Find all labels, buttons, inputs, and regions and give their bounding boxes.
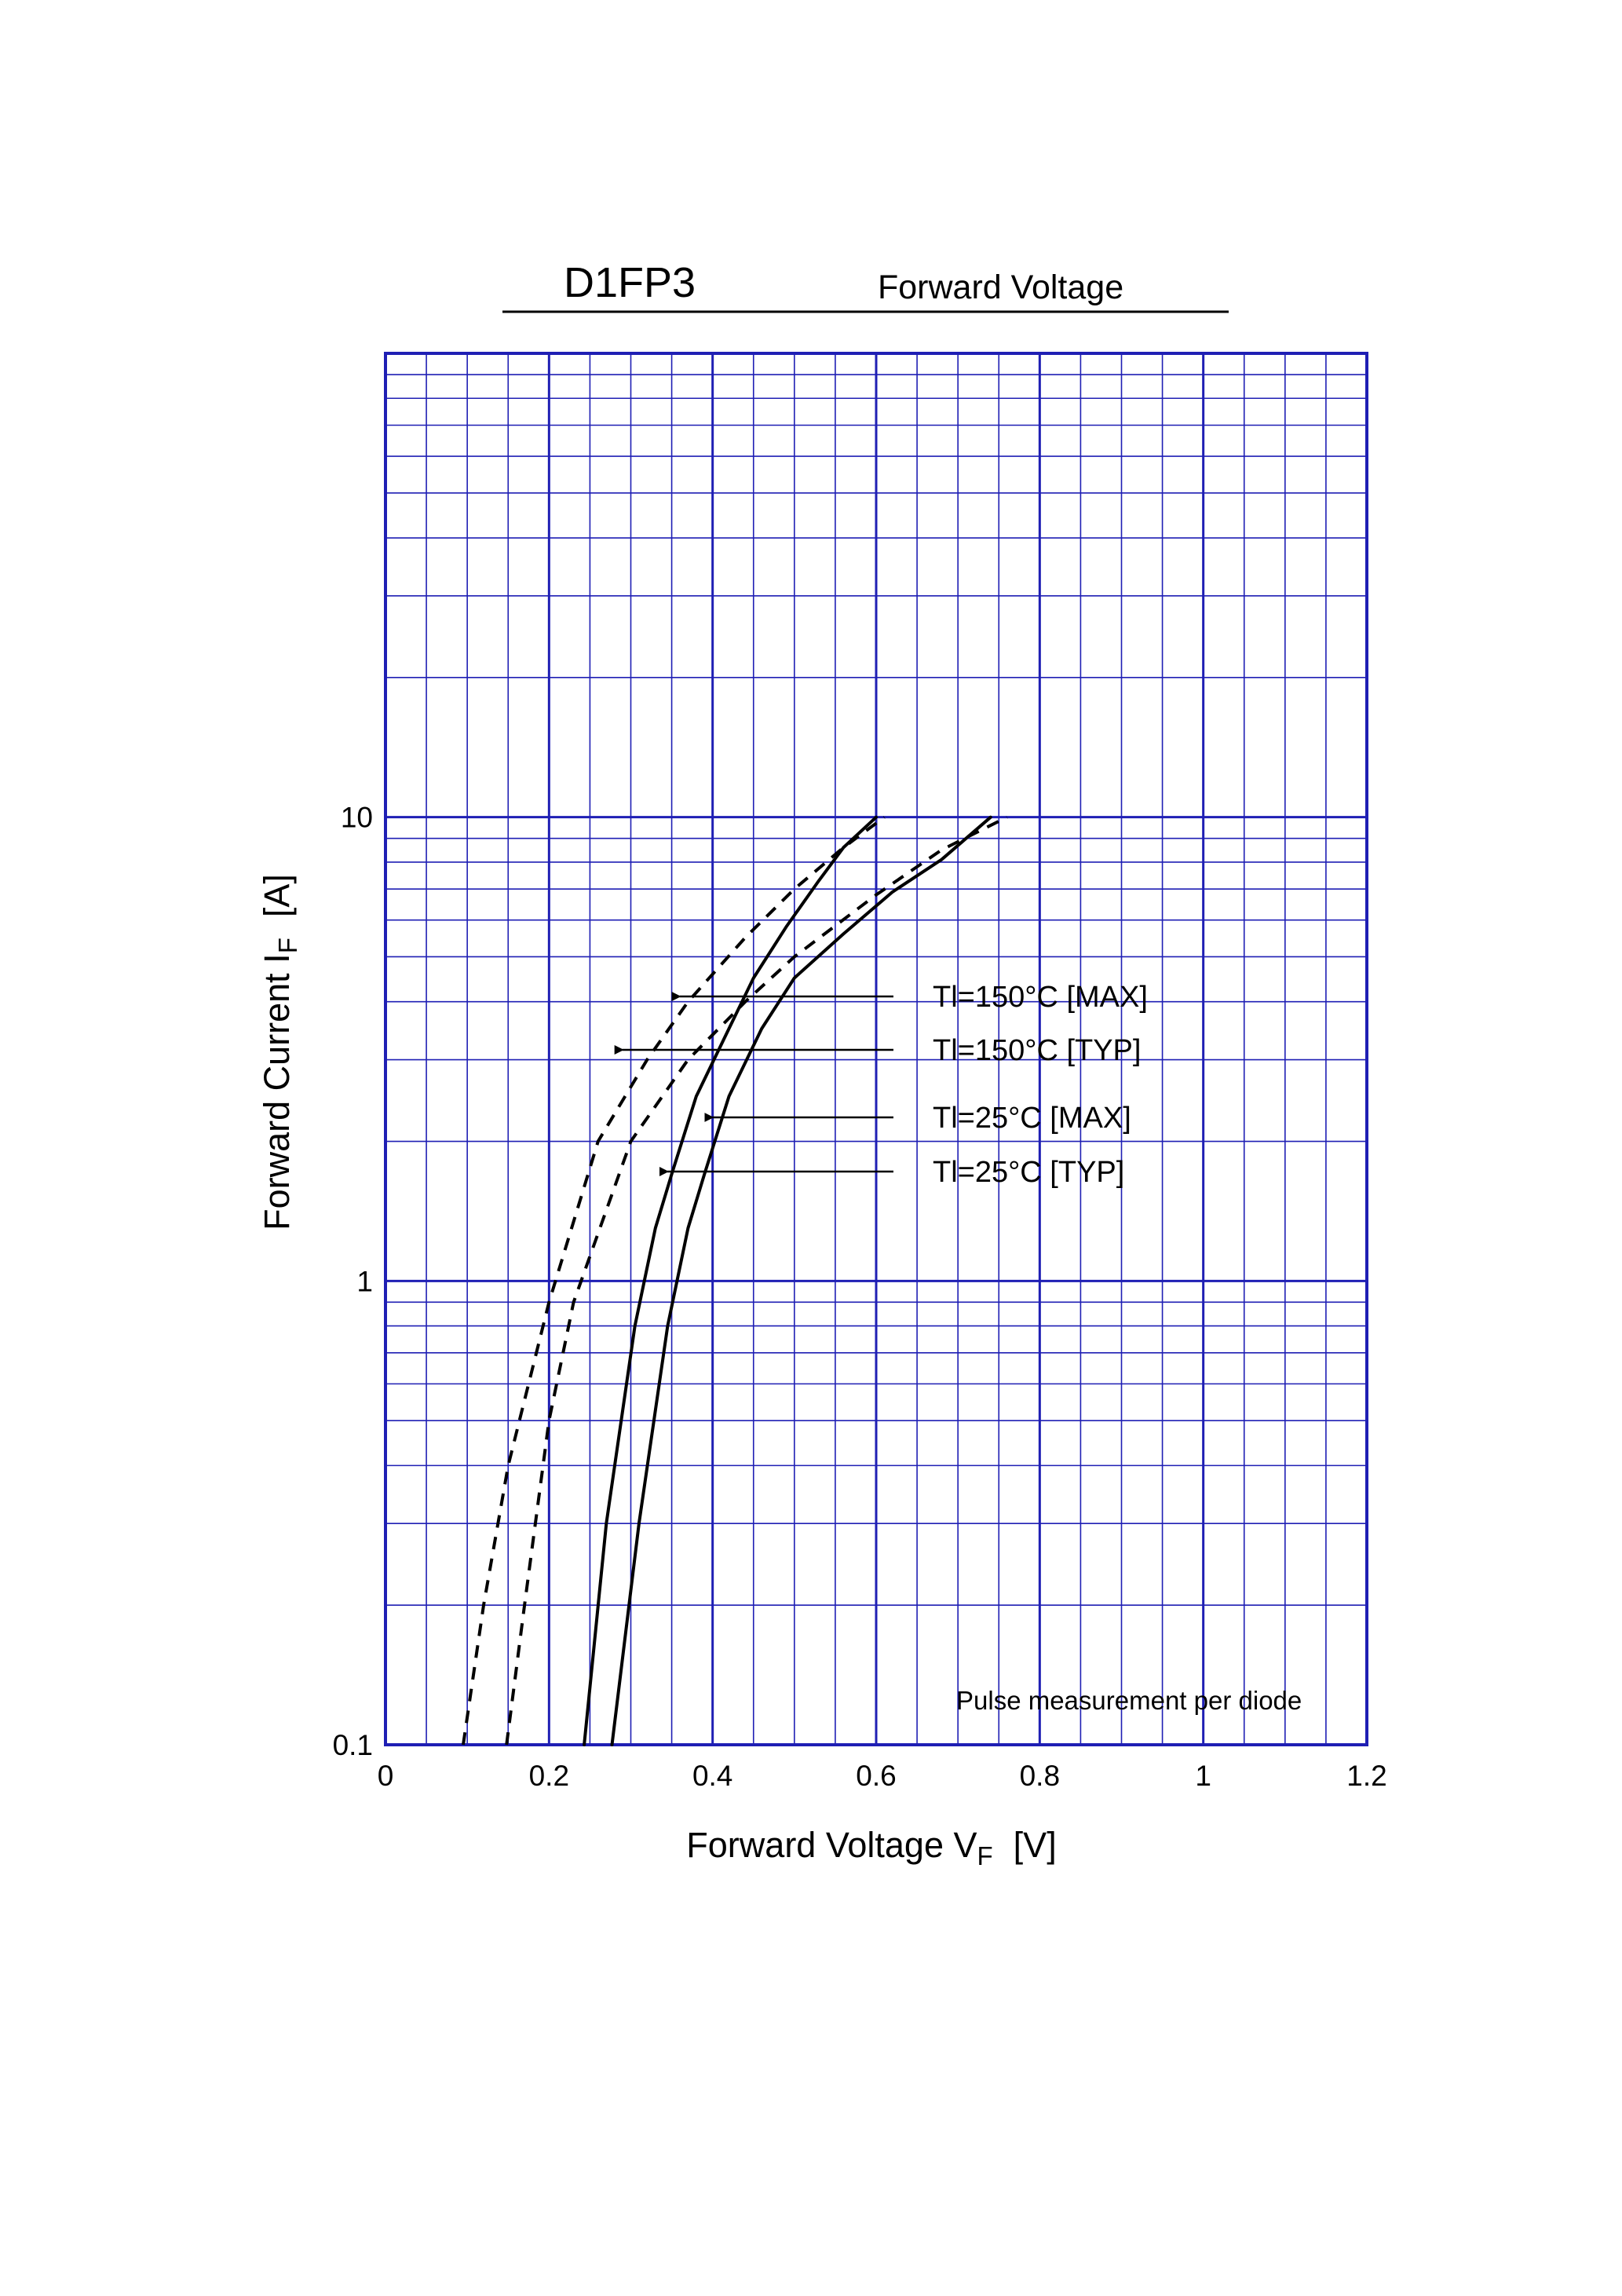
- y-axis-label-main: Forward Current I: [257, 953, 297, 1230]
- annotation-label: Tl=150°C [TYP]: [933, 1034, 1141, 1067]
- measurement-note: Pulse measurement per diode: [956, 1686, 1302, 1715]
- series-line: [583, 815, 878, 1746]
- y-tick-label: 1: [356, 1265, 373, 1297]
- y-tick-label: 0.1: [333, 1729, 373, 1761]
- x-tick-label: 0.4: [692, 1760, 732, 1792]
- y-tick-label: 10: [341, 802, 373, 834]
- annotation-label: Tl=25°C [MAX]: [933, 1102, 1131, 1135]
- x-tick-label: 0.6: [856, 1760, 896, 1792]
- plot-curves: [462, 815, 1008, 1746]
- chart-title: D1FP3: [564, 259, 696, 306]
- y-axis-label-sub: F: [273, 938, 302, 953]
- series-line: [610, 815, 992, 1746]
- x-tick-label: 0.2: [529, 1760, 569, 1792]
- plot-frame: [384, 352, 1368, 1746]
- x-axis-label: Forward Voltage VF [V]: [686, 1825, 1056, 1870]
- x-tick-label: 0: [378, 1760, 394, 1792]
- annotation-label: Tl=150°C [MAX]: [933, 981, 1148, 1014]
- series-line: [462, 816, 886, 1746]
- x-tick-label: 0.8: [1020, 1760, 1060, 1792]
- x-tick-label: 1.2: [1346, 1760, 1386, 1792]
- axis-ticks: 0 0.2 0.4 0.6 0.8 1 1.2 0.1 1 10: [333, 802, 1387, 1792]
- annotation-label: Tl=25°C [TYP]: [933, 1156, 1124, 1189]
- x-axis-label-main: Forward Voltage V: [686, 1825, 977, 1865]
- x-axis-label-sub: F: [977, 1841, 993, 1870]
- x-tick-label: 1: [1195, 1760, 1211, 1792]
- chart-subtitle: Forward Voltage: [878, 269, 1123, 306]
- y-axis-label: Forward Current IF [A]: [257, 874, 302, 1230]
- series-line: [505, 815, 1008, 1746]
- legend-annotations: Tl=150°C [MAX] Tl=150°C [TYP] Tl=25°C [MAX…: [614, 981, 1148, 1189]
- x-axis-label-unit: [V]: [1014, 1825, 1057, 1865]
- y-axis-label-unit: [A]: [257, 874, 297, 917]
